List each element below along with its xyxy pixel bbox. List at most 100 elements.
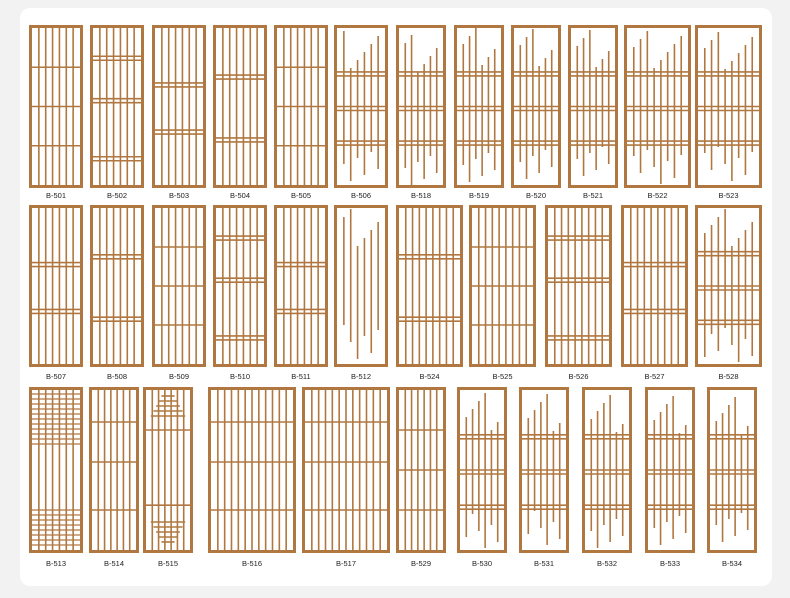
panel-label: B-525: [492, 372, 513, 381]
screen-panel-b-516: [208, 387, 296, 553]
panel-label: B-515: [157, 559, 178, 568]
lattice-pattern: [92, 390, 136, 550]
panel-label: B-529: [410, 559, 431, 568]
panel-label: B-528: [718, 372, 739, 381]
panel-label: B-524: [419, 372, 440, 381]
panel-label: B-531: [533, 559, 554, 568]
screen-panel-b-508: [90, 205, 144, 367]
lattice-pattern: [648, 396, 692, 545]
panel-label: B-508: [106, 372, 127, 381]
panel-label: B-533: [659, 559, 680, 568]
panel-label: B-510: [229, 372, 250, 381]
lattice-pattern: [627, 31, 688, 184]
screen-panel-b-514: [89, 387, 139, 553]
screen-panel-b-517: [302, 387, 390, 553]
screen-panel-b-501: [29, 25, 83, 188]
panel-label: B-530: [471, 559, 492, 568]
screen-panel-b-509: [152, 205, 206, 367]
panel-label: B-522: [647, 191, 668, 200]
screen-panel-b-533: [645, 387, 695, 553]
lattice-pattern: [216, 208, 264, 364]
lattice-pattern: [624, 208, 685, 364]
screen-panel-b-534: [707, 387, 757, 553]
panel-label: B-512: [350, 372, 371, 381]
lattice-pattern: [343, 209, 379, 359]
lattice-pattern: [32, 208, 80, 364]
panel-label: B-513: [45, 559, 66, 568]
screen-panel-b-518: [396, 25, 446, 188]
lattice-pattern: [522, 394, 566, 545]
lattice-pattern: [399, 208, 460, 364]
panel-label: B-504: [229, 191, 250, 200]
lattice-pattern: [155, 208, 203, 364]
screen-panel-b-519: [454, 25, 504, 188]
lattice-pattern: [399, 35, 443, 185]
panel-label: B-519: [468, 191, 489, 200]
lattice-pattern: [457, 28, 501, 182]
panel-label: B-501: [45, 191, 66, 200]
screen-panel-b-505: [274, 25, 328, 188]
screen-panel-b-502: [90, 25, 144, 188]
lattice-pattern: [277, 28, 325, 185]
screen-panel-b-529: [396, 387, 446, 553]
screen-panel-b-513: [29, 387, 83, 553]
lattice-pattern: [585, 395, 629, 548]
screen-panel-b-504: [213, 25, 267, 188]
screen-panel-b-522: [624, 25, 691, 188]
lattice-pattern: [216, 28, 264, 185]
panel-label: B-523: [718, 191, 739, 200]
lattice-pattern: [277, 208, 325, 364]
panel-label: B-507: [45, 372, 66, 381]
lattice-pattern: [399, 390, 443, 550]
lattice-pattern: [698, 32, 759, 181]
screen-panel-b-506: [334, 25, 388, 188]
screen-panel-b-507: [29, 205, 83, 367]
screen-panel-b-520: [511, 25, 561, 188]
screen-panel-b-521: [568, 25, 618, 188]
screen-panel-b-527: [621, 205, 688, 367]
panel-label: B-516: [241, 559, 262, 568]
panel-label: B-527: [644, 372, 665, 381]
screen-panel-b-510: [213, 205, 267, 367]
panel-label: B-506: [350, 191, 371, 200]
lattice-pattern: [571, 30, 615, 176]
lattice-pattern: [32, 28, 80, 185]
lattice-pattern: [155, 28, 203, 185]
screen-panel-b-511: [274, 205, 328, 367]
screen-panel-b-531: [519, 387, 569, 553]
lattice-pattern: [93, 208, 141, 364]
screen-panel-b-530: [457, 387, 507, 553]
lattice-pattern: [698, 209, 759, 362]
lattice-pattern: [93, 28, 141, 185]
screen-panel-b-524: [396, 205, 463, 367]
screen-panel-b-515: [143, 387, 193, 553]
panel-label: B-503: [168, 191, 189, 200]
screen-panel-b-528: [695, 205, 762, 367]
panel-label: B-517: [335, 559, 356, 568]
lattice-pattern: [460, 393, 504, 548]
panel-label: B-502: [106, 191, 127, 200]
panel-label: B-505: [290, 191, 311, 200]
panel-label: B-518: [410, 191, 431, 200]
panel-label: B-520: [525, 191, 546, 200]
lattice-pattern: [32, 390, 80, 550]
lattice-pattern: [211, 390, 293, 550]
screen-panel-b-512: [334, 205, 388, 367]
lattice-pattern: [337, 31, 385, 181]
lattice-pattern: [472, 208, 533, 364]
panel-label: B-532: [596, 559, 617, 568]
panel-label: B-534: [721, 559, 742, 568]
screen-panel-b-523: [695, 25, 762, 188]
lattice-pattern: [305, 390, 387, 550]
panel-label: B-526: [568, 372, 589, 381]
lattice-pattern: [548, 208, 609, 364]
lattice-pattern: [146, 390, 190, 550]
panel-label: B-514: [103, 559, 124, 568]
panel-label: B-509: [168, 372, 189, 381]
screen-panel-b-526: [545, 205, 612, 367]
screen-panel-b-503: [152, 25, 206, 188]
panel-label: B-511: [291, 372, 311, 381]
panel-label: B-521: [582, 191, 603, 200]
screen-panel-b-525: [469, 205, 536, 367]
